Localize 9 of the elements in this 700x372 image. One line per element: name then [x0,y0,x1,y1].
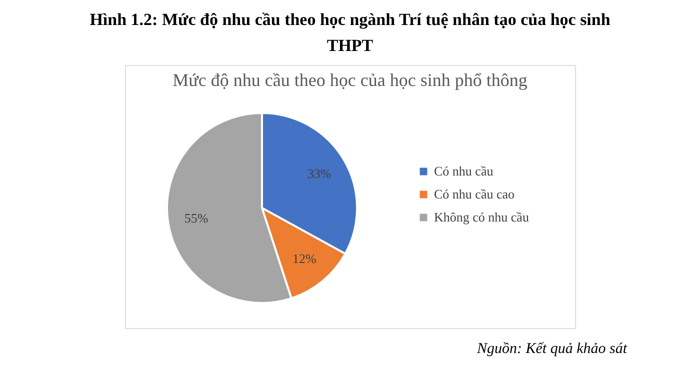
chart-subtitle: Mức độ nhu cầu theo học của học sinh phổ thông [172,70,528,90]
data-label: 33% [307,166,332,182]
legend-label: Có nhu cầu [434,164,494,178]
data-label: 55% [184,210,208,226]
data-label: 12% [292,251,316,266]
chart-title: Hình 1.2: Mức độ nhu cầu theo học ngành Trí tuệ nhân tạo của học sinh THPT [90,10,611,55]
legend-label: Không có nhu cầu [434,210,530,224]
legend-label: Có nhu cầu cao [434,186,515,202]
text: Nguồn: Kết quả khảo sát [476,341,628,357]
